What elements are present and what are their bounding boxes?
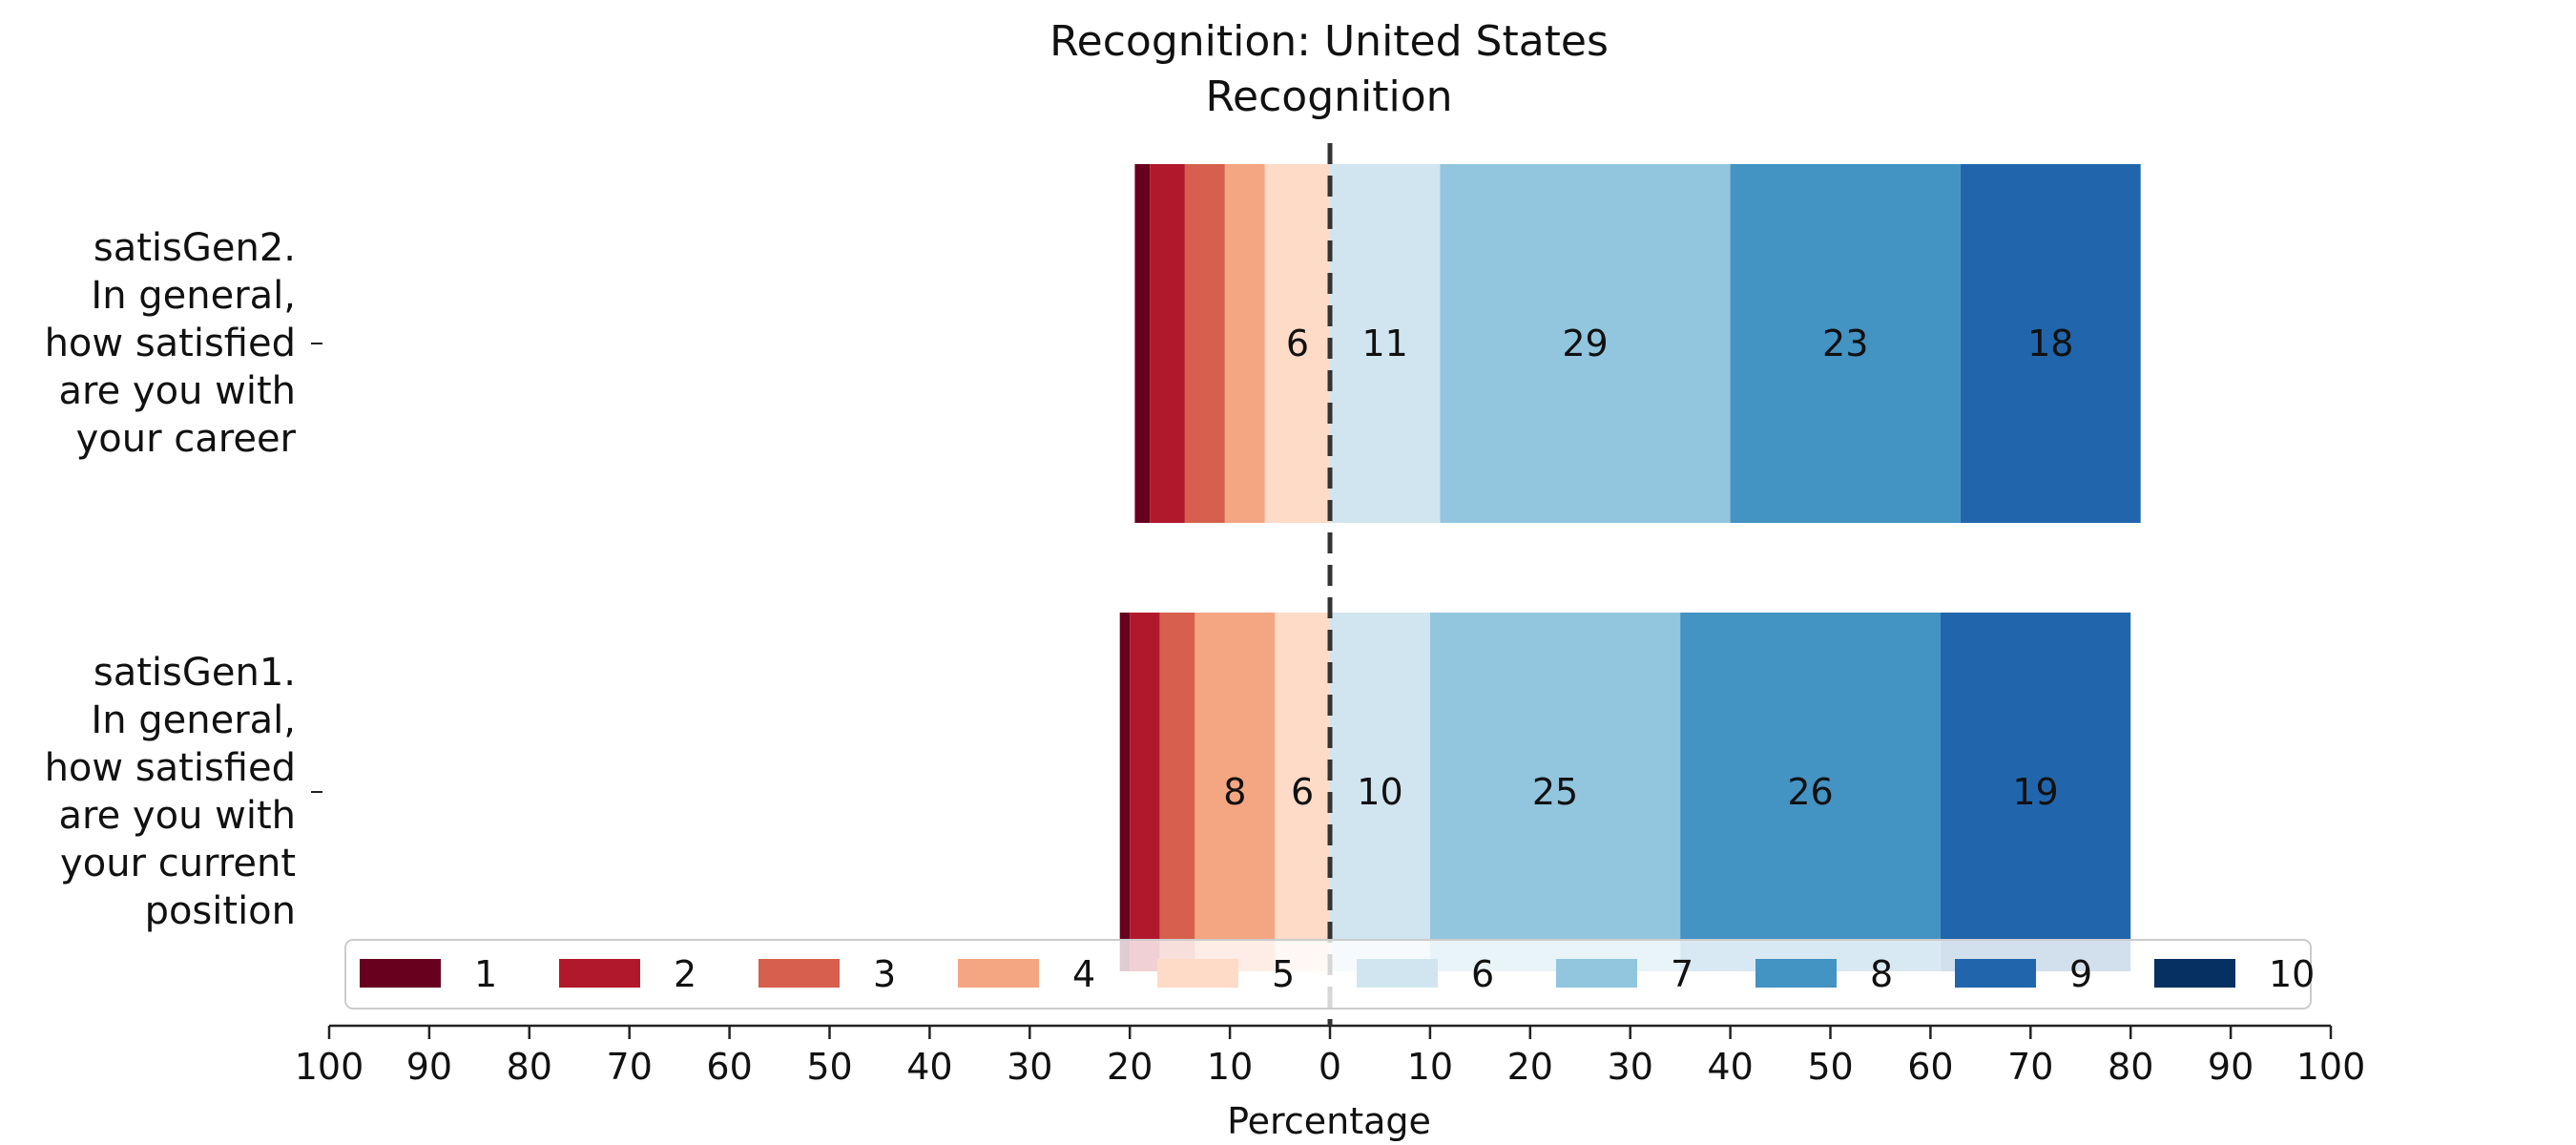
bar-segment-9 <box>1960 164 2141 523</box>
x-tick-label: 50 <box>806 1046 852 1088</box>
bar-segment-6 <box>1330 613 1430 971</box>
y-tick-label: satisGen1. <box>93 651 296 695</box>
bar-value-label: 25 <box>1532 771 1578 813</box>
legend-swatch-9 <box>1955 959 2036 988</box>
bar-segment-5 <box>1275 613 1330 971</box>
legend: 1 2 3 4 5 6 7 8 9 10 <box>344 939 2315 1010</box>
bar-value-label: 6 <box>1286 323 1309 364</box>
bar-segment-2 <box>1130 613 1160 971</box>
bar-value-label: 18 <box>2027 323 2073 364</box>
y-tick-label: position <box>145 889 296 933</box>
bar-segment-4 <box>1195 613 1276 971</box>
bar-segment-8 <box>1680 613 1941 971</box>
x-tick-label: 70 <box>2007 1046 2053 1088</box>
x-tick-label: 30 <box>1608 1046 1653 1088</box>
legend-swatch-4 <box>958 959 1039 988</box>
x-tick-label: 60 <box>706 1046 752 1088</box>
x-tick-label: 30 <box>1007 1046 1052 1088</box>
chart-subtitle: Recognition <box>1205 73 1452 121</box>
bar-value-label: 26 <box>1787 771 1833 813</box>
bar-segment-7 <box>1440 164 1731 523</box>
legend-label-5: 5 <box>1272 953 1295 995</box>
legend-label-7: 7 <box>1671 953 1693 995</box>
bar-segment-1 <box>1134 164 1151 523</box>
legend-label-4: 4 <box>1072 953 1095 995</box>
x-tick-label: 10 <box>1207 1046 1253 1088</box>
y-tick-label: how satisfied <box>45 322 296 365</box>
bar-segment-3 <box>1159 613 1195 971</box>
bar-segment-8 <box>1730 164 1961 523</box>
bar-value-label: 23 <box>1822 323 1868 364</box>
y-tick-label: your current <box>60 842 296 885</box>
x-tick-label: 100 <box>2296 1046 2366 1088</box>
bar-value-label: 29 <box>1562 323 1608 364</box>
legend-swatch-3 <box>758 959 840 988</box>
x-tick-label: 40 <box>1707 1046 1753 1088</box>
bar-segment-5 <box>1264 164 1330 523</box>
y-tick-label: are you with <box>59 794 296 838</box>
x-tick-label: 90 <box>406 1046 452 1088</box>
legend-swatch-7 <box>1556 959 1637 988</box>
x-axis-label: Percentage <box>1227 1100 1431 1142</box>
x-tick-label: 10 <box>1407 1046 1453 1088</box>
legend-swatch-8 <box>1755 959 1837 988</box>
y-tick-label: are you with <box>59 369 296 413</box>
bar-segment-2 <box>1150 164 1185 523</box>
x-tick-label: 90 <box>2208 1046 2254 1088</box>
x-tick-label: 20 <box>1107 1046 1153 1088</box>
legend-box <box>344 939 2312 1010</box>
legend-swatch-5 <box>1157 959 1238 988</box>
legend-swatch-6 <box>1357 959 1438 988</box>
bar-segment-6 <box>1330 164 1441 523</box>
x-tick-label: 100 <box>295 1046 364 1088</box>
x-tick-label: 20 <box>1507 1046 1553 1088</box>
y-tick-label: In general, <box>91 274 296 318</box>
legend-label-2: 2 <box>674 953 696 995</box>
legend-label-3: 3 <box>873 953 896 995</box>
bar-value-label: 8 <box>1223 771 1246 813</box>
y-tick-label: your career <box>76 417 297 461</box>
x-tick-label: 40 <box>906 1046 952 1088</box>
legend-label-8: 8 <box>1870 953 1893 995</box>
y-tick-label: how satisfied <box>45 746 296 790</box>
bar-segment-3 <box>1184 164 1225 523</box>
x-tick-label: 50 <box>1807 1046 1853 1088</box>
y-tick-label: satisGen2. <box>93 226 296 270</box>
bar-segment-9 <box>1940 613 2131 971</box>
bar-value-label: 10 <box>1357 771 1402 813</box>
x-tick-label: 70 <box>607 1046 653 1088</box>
legend-label-10: 10 <box>2269 953 2315 995</box>
legend-swatch-1 <box>360 959 441 988</box>
bar-segment-7 <box>1429 613 1681 971</box>
bar-segment-4 <box>1224 164 1265 523</box>
x-tick-label: 60 <box>1907 1046 1953 1088</box>
bars-group: 6 11 29 23 18 8 6 10 25 26 19 <box>1119 164 2141 971</box>
legend-label-9: 9 <box>2069 953 2092 995</box>
legend-swatch-2 <box>559 959 640 988</box>
legend-label-6: 6 <box>1471 953 1494 995</box>
bar-value-label: 11 <box>1362 323 1408 364</box>
bar-value-label: 19 <box>2012 771 2058 813</box>
bar-value-label: 6 <box>1291 771 1314 813</box>
x-tick-label: 80 <box>507 1046 552 1088</box>
x-tick-label: 80 <box>2108 1046 2153 1088</box>
chart-title: Recognition: United States <box>1049 17 1609 66</box>
legend-label-1: 1 <box>474 953 497 995</box>
x-axis: 100 90 80 70 60 50 40 30 20 10 0 10 20 30 40 50 60 70 80 90… <box>295 1024 2366 1088</box>
legend-swatch-10 <box>2154 959 2235 988</box>
x-tick-label: 0 <box>1319 1046 1341 1088</box>
y-tick-label: In general, <box>91 698 296 742</box>
bar-segment-1 <box>1119 613 1131 971</box>
